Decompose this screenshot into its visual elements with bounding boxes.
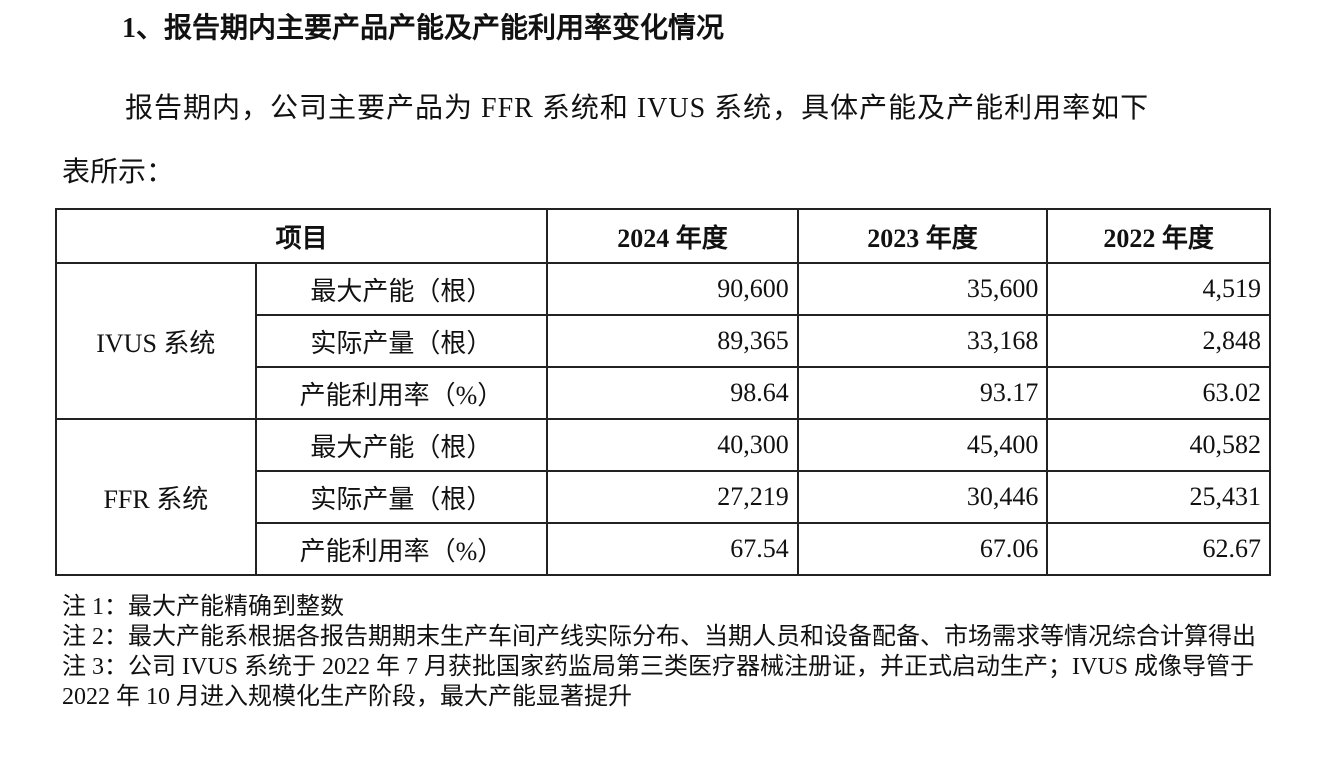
value-cell: 40,300 [546,418,799,472]
value-cell: 67.06 [796,522,1049,576]
intro-paragraph: 报告期内，公司主要产品为 FFR 系统和 IVUS 系统，具体产能及产能利用率如… [125,93,1150,124]
header-2024: 2024 年度 [546,208,799,264]
value-cell: 63.02 [1046,366,1271,420]
value-cell: 4,519 [1046,262,1271,316]
value-cell: 93.17 [796,366,1049,420]
table-row: 产能利用率（%） 98.64 93.17 63.02 [56,366,1271,420]
row-item-label: 最大产能（根） [254,262,549,316]
notes: 注 1：最大产能精确到整数 注 2：最大产能系根据各报告期期末生产车间产线实际分… [62,592,1272,712]
note-1: 注 1：最大产能精确到整数 [62,594,344,620]
header-2022: 2022 年度 [1046,208,1271,264]
row-item-label: 实际产量（根） [254,314,549,368]
row-item-label: 产能利用率（%） [254,522,549,576]
value-cell: 35,600 [796,262,1049,316]
section-heading: 1、报告期内主要产品产能及产能利用率变化情况 [122,13,725,44]
product-group-label: FFR 系统 [55,418,257,576]
value-cell: 89,365 [546,314,799,368]
table-header-row: 项目 2024 年度 2023 年度 2022 年度 [54,208,1271,264]
row-item-label: 产能利用率（%） [254,366,549,420]
header-2023: 2023 年度 [796,208,1049,264]
note-2: 注 2：最大产能系根据各报告期期末生产车间产线实际分布、当期人员和设备配备、市场… [62,624,1256,650]
value-cell: 90,600 [546,262,799,316]
value-cell: 27,219 [546,470,799,524]
table-row: FFR 系统 最大产能（根） 40,300 45,400 40,582 [55,418,1271,576]
value-cell: 67.54 [546,522,799,576]
value-cell: 45,400 [796,418,1049,472]
table-row: 产能利用率（%） 67.54 67.06 62.67 [56,522,1271,576]
header-item: 项目 [54,208,549,264]
value-cell: 25,431 [1046,470,1271,524]
row-item-label: 最大产能（根） [254,418,549,472]
table-row: IVUS 系统 最大产能（根） 90,600 35,600 4,519 [55,262,1271,420]
row-item-label: 实际产量（根） [254,470,549,524]
intro-paragraph-continued: 表所示： [62,157,175,188]
product-group-label: IVUS 系统 [55,262,257,420]
value-cell: 33,168 [796,314,1049,368]
value-cell: 62.67 [1046,522,1271,576]
value-cell: 98.64 [546,366,799,420]
value-cell: 40,582 [1046,418,1271,472]
table-row: 实际产量（根） 27,219 30,446 25,431 [56,470,1271,524]
value-cell: 30,446 [796,470,1049,524]
note-3: 注 3：公司 IVUS 系统于 2022 年 7 月获批国家药监局第三类医疗器械… [62,654,1255,710]
capacity-table: 项目 2024 年度 2023 年度 2022 年度 IVUS 系统 最大产能（根… [54,208,1271,576]
value-cell: 2,848 [1046,314,1271,368]
table-row: 实际产量（根） 89,365 33,168 2,848 [56,314,1271,368]
